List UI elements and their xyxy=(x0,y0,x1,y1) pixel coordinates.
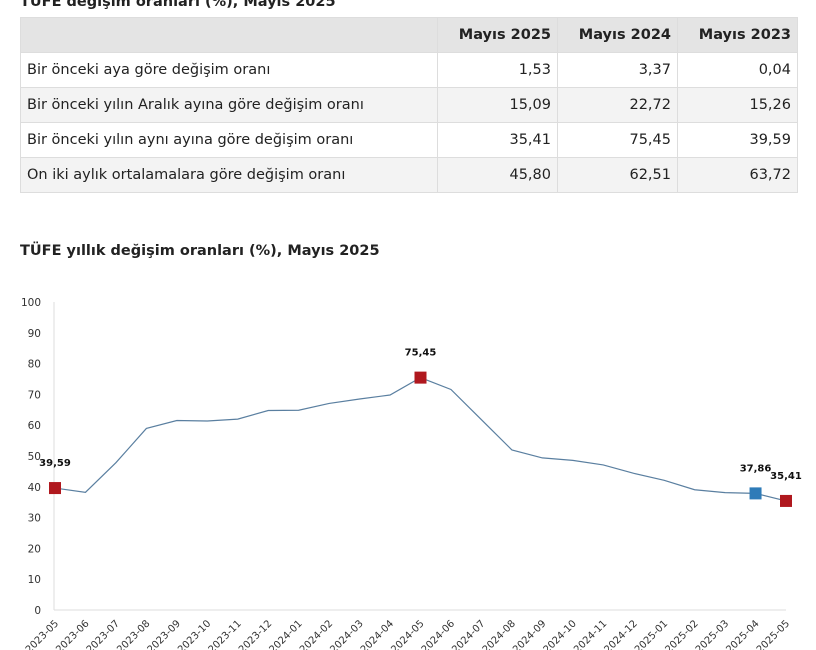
cell: 15,26 xyxy=(677,87,798,123)
header-may-2023: Mayıs 2023 xyxy=(677,17,798,53)
y-tick-label: 0 xyxy=(34,605,41,617)
y-tick-label: 20 xyxy=(28,543,41,555)
y-tick-label: 70 xyxy=(28,389,41,401)
table-row: Bir önceki aya göre değişim oranı 1,53 3… xyxy=(20,52,798,88)
y-tick-label: 10 xyxy=(28,574,41,586)
row-label: Bir önceki yılın aynı ayına göre değişim… xyxy=(20,122,438,158)
chart-title: TÜFE yıllık değişim oranları (%), Mayıs … xyxy=(20,243,380,259)
header-may-2025: Mayıs 2025 xyxy=(437,17,558,53)
data-label: 75,45 xyxy=(405,348,437,359)
cell: 62,51 xyxy=(557,157,678,193)
header-label xyxy=(20,17,438,53)
y-tick-label: 40 xyxy=(28,482,41,494)
row-label: Bir önceki aya göre değişim oranı xyxy=(20,52,438,88)
data-point-marker xyxy=(780,494,792,507)
cell: 75,45 xyxy=(557,122,678,158)
data-label: 39,59 xyxy=(39,458,71,469)
cell: 1,53 xyxy=(437,52,558,88)
header-may-2024: Mayıs 2024 xyxy=(557,17,678,53)
x-tick-label: 2025-05 xyxy=(755,618,792,650)
line-chart: 01020304050607080901002023-052023-062023… xyxy=(21,297,802,650)
y-tick-label: 30 xyxy=(28,513,41,525)
cell: 35,41 xyxy=(437,122,558,158)
cell: 15,09 xyxy=(437,87,558,123)
data-point-marker xyxy=(749,487,762,500)
row-label: On iki aylık ortalamalara göre değişim o… xyxy=(20,157,438,193)
y-tick-label: 80 xyxy=(28,359,41,371)
data-point-marker xyxy=(49,482,61,495)
y-tick-label: 60 xyxy=(28,420,41,432)
table-row: On iki aylık ortalamalara göre değişim o… xyxy=(20,157,798,193)
cpi-table: Mayıs 2025 Mayıs 2024 Mayıs 2023 Bir önc… xyxy=(20,17,798,193)
table-row: Bir önceki yılın Aralık ayına göre değiş… xyxy=(20,87,798,123)
y-tick-label: 90 xyxy=(28,328,41,340)
cell: 39,59 xyxy=(677,122,798,158)
table-header-row: Mayıs 2025 Mayıs 2024 Mayıs 2023 xyxy=(20,17,798,53)
row-label: Bir önceki yılın Aralık ayına göre değiş… xyxy=(20,87,438,123)
cell: 22,72 xyxy=(557,87,678,123)
cell: 0,04 xyxy=(677,52,798,88)
cell: 63,72 xyxy=(677,157,798,193)
y-tick-label: 50 xyxy=(28,451,41,463)
cell: 3,37 xyxy=(557,52,678,88)
series-line xyxy=(54,376,787,502)
table-row: Bir önceki yılın aynı ayına göre değişim… xyxy=(20,122,798,158)
data-label: 35,41 xyxy=(770,471,802,482)
table-title: TÜFE değişim oranları (%), Mayıs 2025 xyxy=(20,0,336,10)
y-tick-label: 100 xyxy=(21,297,41,309)
cell: 45,80 xyxy=(437,157,558,193)
data-label: 37,86 xyxy=(740,463,772,474)
data-point-marker xyxy=(414,371,427,384)
